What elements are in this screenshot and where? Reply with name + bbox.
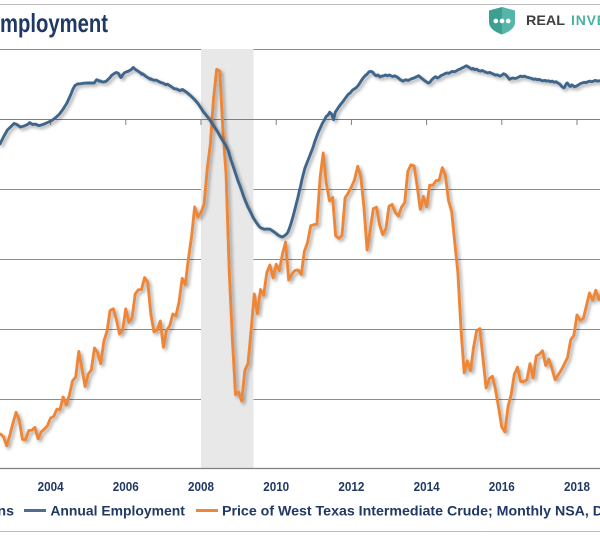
svg-text:INVESTMENT: INVESTMENT [571,12,600,28]
svg-text:Price of West Texas Intermedia: Price of West Texas Intermediate Crude; … [222,504,600,520]
svg-text:2006: 2006 [113,479,139,494]
svg-text:2014: 2014 [414,479,441,494]
svg-text:Annual Employment: Annual Employment [50,504,185,520]
svg-text:ns: ns [0,504,14,520]
svg-text:2012: 2012 [338,479,364,494]
svg-text:2018: 2018 [564,479,590,494]
svg-text:2008: 2008 [188,479,214,494]
svg-text:2016: 2016 [489,479,515,494]
svg-text:mployment: mployment [0,8,108,38]
svg-text:REAL: REAL [526,12,565,28]
svg-text:2010: 2010 [263,479,289,494]
svg-text:2004: 2004 [38,479,65,494]
